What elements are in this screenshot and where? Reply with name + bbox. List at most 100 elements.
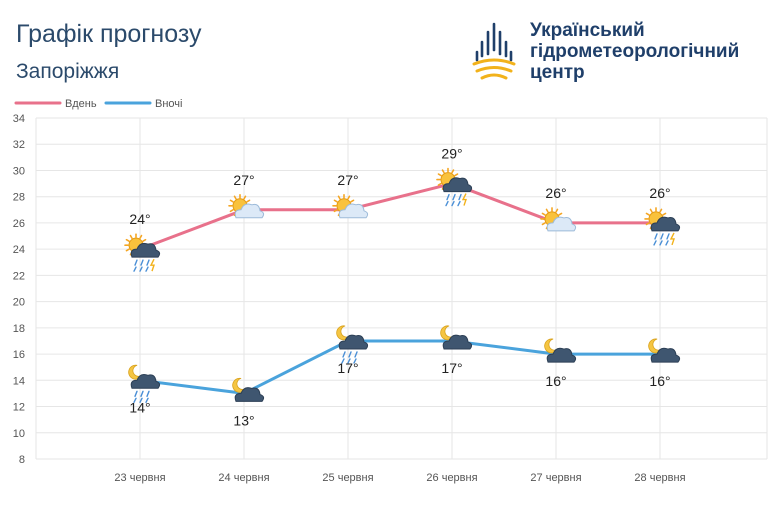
rain-drop — [348, 351, 352, 358]
sun-ray — [454, 173, 459, 177]
sun-ray — [347, 195, 351, 200]
y-tick-label: 18 — [13, 323, 25, 335]
sun-ray — [229, 209, 234, 213]
lightning-bolt — [149, 258, 155, 272]
x-tick-label: 28 червня — [634, 472, 685, 484]
sun-ray — [142, 238, 147, 242]
sun-ray — [333, 199, 338, 203]
sun-ray — [541, 212, 546, 216]
series-line-0 — [139, 182, 660, 251]
lightning-bolt — [461, 193, 467, 206]
rain-drop — [659, 240, 663, 246]
y-tick-label: 8 — [19, 454, 25, 466]
moon-cloud-icon — [544, 338, 577, 363]
rain-drop — [133, 397, 137, 404]
y-tick-label: 20 — [13, 297, 25, 309]
rain-drop — [341, 358, 345, 364]
y-tick-label: 32 — [13, 139, 25, 151]
series-line-1 — [139, 339, 660, 395]
y-tick-label: 28 — [13, 192, 25, 204]
data-label: 13° — [233, 412, 254, 428]
sun-ray — [333, 209, 338, 213]
y-tick-label: 12 — [13, 402, 25, 414]
data-label: 16° — [649, 373, 670, 389]
data-label: 26° — [545, 185, 566, 201]
sun-ray — [649, 208, 653, 213]
rain-drop — [133, 266, 137, 272]
rain-drop — [140, 259, 144, 266]
rain-drop — [665, 240, 669, 246]
sun-cloud-rain-thunder-icon — [644, 207, 681, 246]
light-cloud — [338, 203, 369, 219]
moon-cloud-icon — [440, 325, 473, 350]
rain-drop — [145, 397, 149, 404]
dark-cloud — [130, 373, 161, 389]
lightning-bolt — [669, 232, 675, 246]
y-tick-label: 14 — [13, 375, 25, 387]
dark-cloud — [442, 334, 473, 350]
data-label: 26° — [649, 185, 670, 201]
rain-drop — [134, 390, 138, 398]
sun-ray — [125, 248, 130, 252]
sun-ray — [659, 208, 663, 213]
sun-ray — [558, 212, 563, 216]
sun-ray — [125, 238, 130, 242]
dark-cloud — [650, 216, 681, 232]
moon-cloud-rain-icon — [128, 364, 161, 404]
chart-title: Графік прогнозу — [16, 20, 202, 48]
city-name: Запоріжжя — [16, 60, 120, 83]
drop-logo-icon — [472, 22, 516, 80]
sun-ray — [139, 234, 143, 240]
sun-cloud-rain-thunder-icon — [124, 233, 161, 272]
y-tick-label: 10 — [13, 428, 25, 440]
light-cloud — [234, 203, 265, 219]
chart-series: 24° 27° 27° 29° 26° 26° 14° 13° 17° 17° 16° 16° — [124, 146, 681, 428]
sun-cloud-icon — [540, 207, 577, 232]
ukrhydromet-logo: Український гідрометеорологічний центр — [468, 20, 768, 90]
sun-ray — [350, 199, 355, 203]
legend-label-1: Вночі — [155, 98, 182, 110]
rain-drop — [139, 397, 143, 404]
rain-drop — [146, 390, 150, 398]
sun-ray — [545, 208, 549, 213]
x-tick-label: 26 червня — [426, 472, 477, 484]
sun-ray — [337, 195, 341, 200]
data-label: 27° — [233, 172, 254, 188]
chart-legend: Вдень Вночі — [14, 98, 182, 110]
sun-ray — [451, 169, 455, 174]
rain-drop — [139, 266, 143, 272]
data-label: 24° — [129, 211, 150, 227]
legend-label-0: Вдень — [65, 98, 97, 110]
y-tick-label: 24 — [13, 244, 25, 256]
dark-cloud — [650, 347, 681, 363]
rain-drop — [458, 193, 462, 201]
rain-drop — [654, 233, 658, 240]
dark-cloud — [130, 242, 161, 258]
moon-cloud-rain-icon — [336, 325, 369, 364]
sun-ray — [441, 169, 445, 174]
sun-ray — [437, 182, 442, 186]
chart-grid — [35, 117, 768, 460]
logo-line-2: гідрометеорологічний — [530, 41, 740, 62]
rain-drop — [354, 351, 358, 358]
data-label: 29° — [441, 146, 462, 162]
sun-ray — [129, 234, 133, 240]
logo-line-1: Український — [530, 20, 645, 41]
rain-drop — [451, 200, 455, 207]
rain-drop — [145, 266, 149, 272]
x-tick-label: 23 червня — [114, 472, 165, 484]
rain-drop — [452, 193, 456, 201]
sun-ray — [645, 212, 650, 216]
y-axis: 8 10 12 14 16 18 20 22 24 26 28 30 32 34 — [13, 113, 25, 466]
data-label: 16° — [545, 373, 566, 389]
dark-cloud — [234, 387, 265, 402]
logo-line-3: центр — [530, 62, 585, 83]
moon-cloud-icon — [232, 377, 265, 402]
x-tick-label: 24 червня — [218, 472, 269, 484]
sun-ray — [645, 222, 650, 226]
rain-drop — [457, 200, 461, 207]
sun-ray — [246, 199, 251, 203]
y-tick-label: 30 — [13, 165, 25, 177]
rain-drop — [653, 240, 657, 246]
y-tick-label: 22 — [13, 270, 25, 282]
